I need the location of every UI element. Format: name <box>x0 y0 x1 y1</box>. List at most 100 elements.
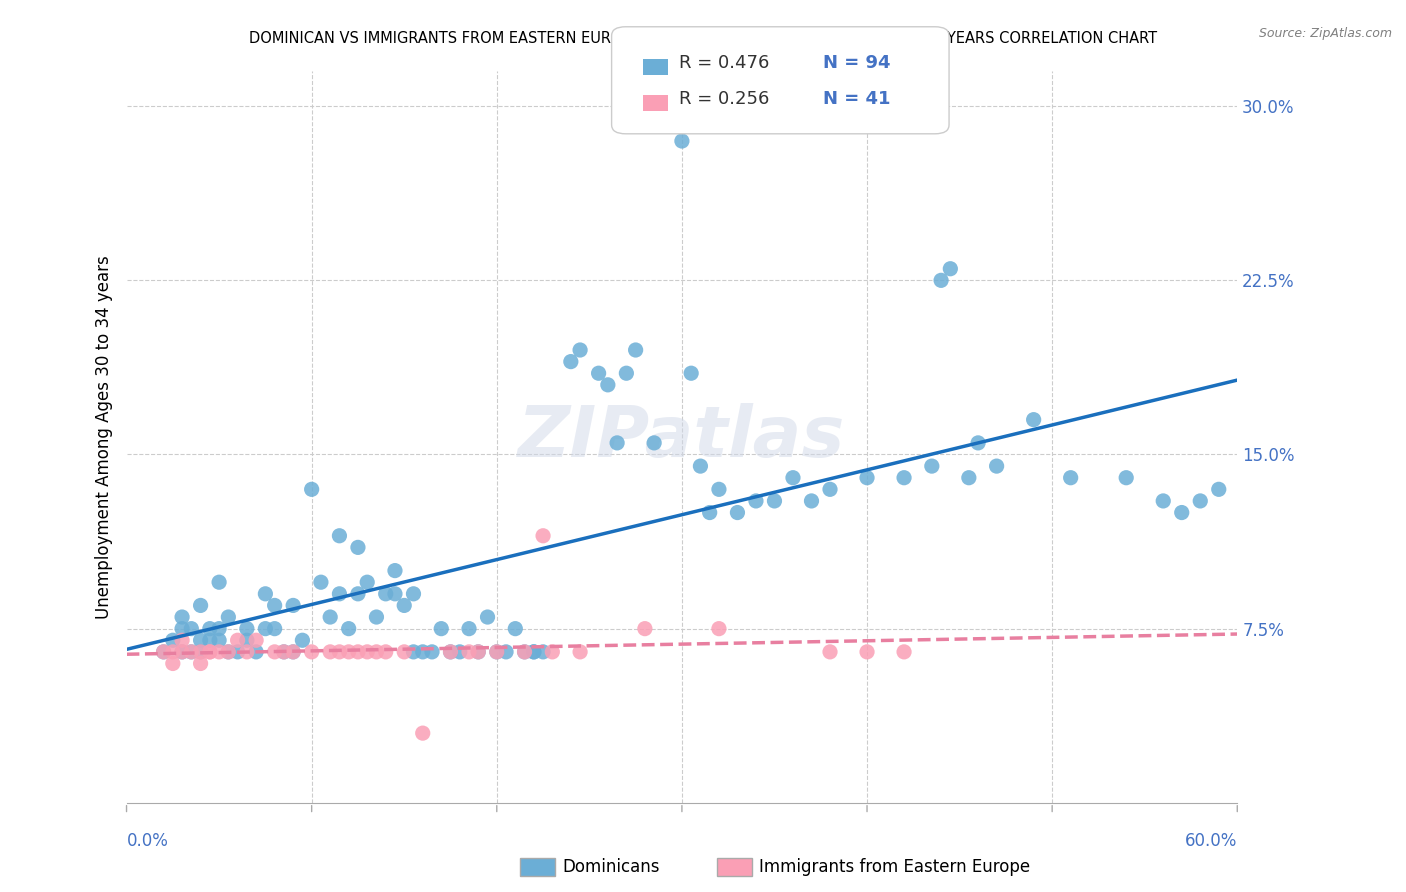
Point <box>198 633 221 648</box>
Point <box>366 610 388 624</box>
Point <box>1115 471 1137 485</box>
Point <box>152 645 174 659</box>
Point <box>347 541 370 555</box>
Text: N = 41: N = 41 <box>823 89 890 108</box>
Point <box>763 494 786 508</box>
Y-axis label: Unemployment Among Ages 30 to 34 years: Unemployment Among Ages 30 to 34 years <box>94 255 112 619</box>
Point <box>337 645 360 659</box>
Point <box>523 645 546 659</box>
Text: R = 0.476: R = 0.476 <box>679 54 769 72</box>
Point <box>217 610 239 624</box>
Text: Source: ZipAtlas.com: Source: ZipAtlas.com <box>1258 27 1392 40</box>
Point <box>616 366 638 380</box>
Point <box>495 645 517 659</box>
Point <box>245 645 267 659</box>
Point <box>245 633 267 648</box>
Point <box>707 622 730 636</box>
Point <box>198 645 221 659</box>
Point <box>782 471 804 485</box>
Point <box>818 483 841 497</box>
Point <box>394 599 416 613</box>
Point <box>236 645 259 659</box>
Point <box>319 610 342 624</box>
Text: ZIPatlas: ZIPatlas <box>519 402 845 472</box>
Point <box>180 645 202 659</box>
Point <box>337 622 360 636</box>
Point <box>152 645 174 659</box>
Point <box>263 645 285 659</box>
Point <box>356 575 378 590</box>
Point <box>374 587 396 601</box>
Point <box>180 645 202 659</box>
Point <box>384 587 406 601</box>
Point <box>172 645 194 659</box>
Point <box>939 261 962 276</box>
Point <box>624 343 647 357</box>
Point <box>477 610 499 624</box>
Point <box>281 645 304 659</box>
Point <box>689 459 711 474</box>
Point <box>263 599 285 613</box>
Text: DOMINICAN VS IMMIGRANTS FROM EASTERN EUROPE UNEMPLOYMENT AMONG AGES 30 TO 34 YEA: DOMINICAN VS IMMIGRANTS FROM EASTERN EUR… <box>249 31 1157 46</box>
Point <box>531 645 554 659</box>
Point <box>1060 471 1083 485</box>
Point <box>301 483 323 497</box>
Point <box>467 645 489 659</box>
Point <box>226 633 249 648</box>
Point <box>366 645 388 659</box>
Point <box>1208 483 1230 497</box>
Point <box>208 575 231 590</box>
Point <box>458 645 481 659</box>
Point <box>347 645 370 659</box>
Point <box>420 645 443 659</box>
Point <box>439 645 461 659</box>
Point <box>281 599 304 613</box>
Point <box>328 645 350 659</box>
Point <box>634 622 657 636</box>
Point <box>967 436 990 450</box>
Point <box>800 494 823 508</box>
Point <box>263 622 285 636</box>
Point <box>226 645 249 659</box>
Point <box>347 587 370 601</box>
Point <box>273 645 295 659</box>
Point <box>384 564 406 578</box>
Point <box>681 366 703 380</box>
Point <box>541 645 564 659</box>
Point <box>402 587 425 601</box>
Text: 60.0%: 60.0% <box>1185 832 1237 850</box>
Point <box>458 622 481 636</box>
Point <box>394 645 416 659</box>
Point <box>513 645 536 659</box>
Point <box>236 622 259 636</box>
Point <box>328 587 350 601</box>
Point <box>560 354 582 368</box>
Point <box>208 633 231 648</box>
Point <box>254 587 277 601</box>
Text: 0.0%: 0.0% <box>127 832 169 850</box>
Point <box>531 529 554 543</box>
Point <box>180 622 202 636</box>
Point <box>893 471 915 485</box>
Point <box>190 633 212 648</box>
Point <box>172 645 194 659</box>
Point <box>1170 506 1192 520</box>
Point <box>671 134 693 148</box>
Point <box>588 366 610 380</box>
Point <box>374 645 396 659</box>
Point <box>523 645 546 659</box>
Point <box>356 645 378 659</box>
Point <box>328 529 350 543</box>
Point <box>1152 494 1174 508</box>
Point <box>569 343 592 357</box>
Point <box>643 436 665 450</box>
Point <box>569 645 592 659</box>
Point <box>745 494 768 508</box>
Point <box>254 622 277 636</box>
Point <box>893 645 915 659</box>
Point <box>208 622 231 636</box>
Point <box>162 657 184 671</box>
Point <box>217 645 239 659</box>
Point <box>986 459 1008 474</box>
Text: R = 0.256: R = 0.256 <box>679 89 769 108</box>
